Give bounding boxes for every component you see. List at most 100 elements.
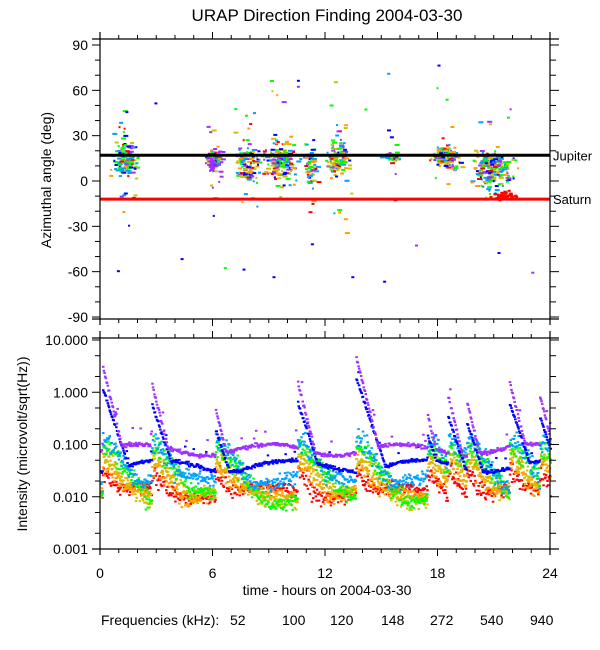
data-point-52	[303, 483, 306, 486]
data-point-540	[201, 466, 205, 469]
data-point-120	[395, 158, 400, 161]
data-point-52	[355, 467, 358, 470]
data-point-148	[331, 474, 335, 477]
data-point-100	[514, 471, 518, 474]
data-point-272	[329, 166, 335, 169]
data-point-52	[369, 485, 373, 488]
data-point-120	[326, 481, 329, 484]
data-point-52	[256, 485, 259, 488]
data-point-52	[119, 493, 122, 496]
data-point-100	[182, 494, 185, 497]
data-point-120	[397, 497, 401, 500]
data-point-52	[242, 139, 245, 142]
data-point-272	[130, 152, 132, 154]
data-point-120	[540, 464, 543, 467]
data-point-148	[208, 487, 212, 490]
data-point-52	[343, 503, 346, 506]
data-point-272	[164, 452, 167, 455]
data-point-148	[251, 490, 255, 493]
data-point-120	[312, 477, 316, 480]
data-point-148	[419, 498, 423, 501]
data-point-52	[537, 493, 540, 496]
data-point-272	[212, 484, 215, 487]
data-point-52	[510, 481, 514, 484]
data-point-272	[210, 473, 213, 476]
data-point-120	[470, 452, 473, 455]
data-point-540	[121, 171, 127, 174]
data-point-120	[134, 165, 138, 168]
data-point-52	[176, 497, 180, 500]
data-point-148	[122, 130, 125, 133]
data-point-120	[274, 498, 278, 501]
data-point-52	[249, 483, 252, 486]
data-point-272	[303, 440, 306, 443]
data-point-52	[313, 491, 317, 494]
data-point-148	[508, 441, 512, 444]
data-point-100	[495, 170, 500, 173]
data-point-272	[311, 454, 314, 456]
data-point-540	[248, 174, 253, 177]
data-point-100	[143, 491, 146, 494]
data-point-120	[432, 457, 436, 459]
data-point-100	[230, 481, 234, 484]
data-point-148	[181, 481, 184, 484]
data-point-120	[330, 143, 334, 146]
data-point-120	[328, 481, 331, 484]
data-point-100	[418, 493, 421, 495]
data-point-100	[227, 481, 230, 483]
data-point-148	[388, 472, 391, 475]
data-point-120	[252, 493, 256, 496]
data-point-52	[390, 484, 393, 487]
data-point-100	[126, 487, 130, 490]
data-point-52	[446, 144, 449, 147]
data-point-100	[333, 161, 336, 164]
data-point-148	[199, 490, 202, 492]
data-point-272	[299, 441, 302, 444]
data-point-272	[215, 441, 218, 444]
data-point-52	[478, 482, 482, 485]
data-point-272	[275, 139, 279, 142]
data-point-120	[187, 491, 190, 494]
data-point-272	[226, 454, 230, 456]
data-point-148	[100, 494, 104, 496]
data-point-52	[215, 151, 218, 154]
data-point-540	[177, 461, 180, 464]
data-point-100	[172, 475, 176, 478]
data-point-120	[329, 168, 334, 171]
data-point-52	[489, 195, 493, 198]
data-point-148	[130, 479, 133, 481]
data-point-100	[498, 486, 501, 489]
data-point-540	[505, 179, 511, 181]
data-point-272	[479, 162, 484, 165]
data-point-100	[173, 487, 176, 490]
data-point-148	[228, 465, 232, 468]
data-point-120	[236, 160, 239, 163]
data-point-272	[301, 440, 304, 443]
data-point-148	[497, 183, 501, 186]
data-point-540	[139, 460, 142, 463]
data-point-148	[334, 482, 337, 485]
data-point-52	[466, 469, 470, 472]
data-point-52	[327, 492, 330, 495]
data-point-52	[475, 489, 478, 492]
data-point-52	[423, 488, 426, 490]
data-point-540	[243, 171, 246, 174]
data-point-120	[536, 483, 539, 486]
data-point-100	[528, 485, 531, 488]
data-point-272	[214, 481, 217, 484]
data-point-52	[281, 483, 285, 486]
data-point-940	[342, 146, 345, 149]
data-point-148	[120, 158, 126, 161]
data-point-272	[478, 448, 482, 451]
reference-label-saturn: Saturn	[553, 192, 591, 207]
data-point-100	[321, 488, 324, 491]
data-point-52	[328, 500, 331, 503]
data-point-148	[342, 488, 346, 491]
data-point-52	[125, 159, 130, 162]
data-point-272	[331, 479, 334, 482]
data-point-148	[394, 151, 400, 154]
data-point-148	[195, 491, 198, 494]
data-point-540	[164, 443, 167, 446]
data-point-120	[352, 485, 356, 488]
data-point-272	[531, 471, 535, 474]
